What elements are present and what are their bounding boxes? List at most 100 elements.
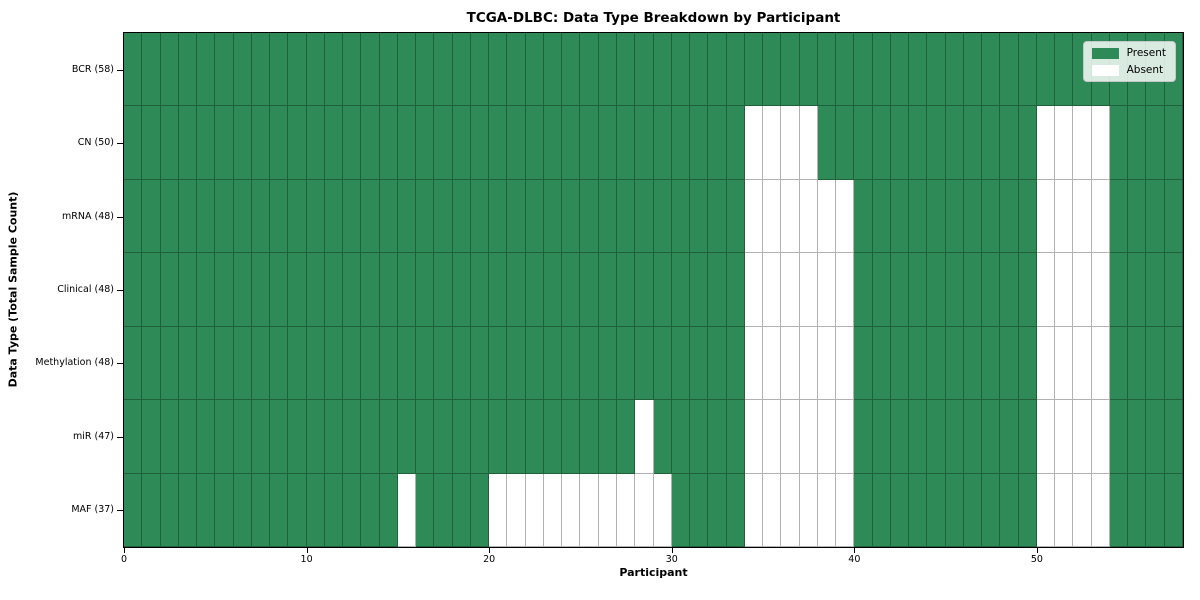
heatmap-cell <box>397 33 417 107</box>
heatmap-cell <box>1055 326 1074 401</box>
heatmap-cell <box>525 33 544 107</box>
heatmap-cell <box>124 473 143 547</box>
legend-item-present: Present <box>1091 47 1166 59</box>
heatmap-cell <box>160 400 179 474</box>
heatmap-cell <box>343 400 362 474</box>
heatmap-cell <box>708 179 727 254</box>
heatmap-cell <box>671 400 691 474</box>
heatmap-cell <box>781 106 800 180</box>
y-tick-label: miR (47) <box>72 430 114 442</box>
heatmap-cell <box>178 253 198 327</box>
heatmap-cell <box>270 400 289 474</box>
heatmap-cell <box>854 179 873 254</box>
heatmap-cell <box>763 400 782 474</box>
heatmap-cell <box>543 33 563 107</box>
heatmap-cell <box>616 106 636 180</box>
heatmap-cell <box>215 400 234 474</box>
heatmap-cell <box>854 106 873 180</box>
heatmap-cell <box>1164 179 1183 254</box>
heatmap-cell <box>525 400 544 474</box>
x-tick-mark <box>489 548 491 553</box>
heatmap-cell <box>927 179 946 254</box>
x-tick-label: 0 <box>120 554 128 565</box>
heatmap-cell <box>1000 33 1019 107</box>
heatmap-cell <box>343 33 362 107</box>
heatmap-cell <box>416 179 435 254</box>
heatmap-cell <box>726 253 745 327</box>
heatmap-cell <box>1164 473 1183 547</box>
heatmap-cell <box>927 33 946 107</box>
heatmap-cell <box>726 33 745 107</box>
heatmap-cell <box>708 326 727 401</box>
heatmap-cell <box>434 253 453 327</box>
heatmap-cell <box>909 179 928 254</box>
heatmap-cell <box>1036 106 1056 180</box>
plot-area <box>124 33 1183 547</box>
heatmap-cell <box>690 326 709 401</box>
heatmap-cell <box>635 179 654 254</box>
heatmap-cell <box>963 400 983 474</box>
plot-frame: Present Absent <box>123 32 1184 548</box>
heatmap-cell <box>690 106 709 180</box>
heatmap-cell <box>708 33 727 107</box>
heatmap-cell <box>1146 473 1165 547</box>
heatmap-cell <box>251 106 271 180</box>
heatmap-cell <box>142 33 161 107</box>
heatmap-cell <box>525 253 544 327</box>
x-tick-mark <box>671 548 673 553</box>
heatmap-cell <box>872 106 891 180</box>
heatmap-cell <box>744 400 764 474</box>
heatmap-cell <box>470 106 490 180</box>
x-tick-label: 20 <box>483 554 496 565</box>
heatmap-cell <box>635 400 654 474</box>
heatmap-cell <box>324 326 344 401</box>
heatmap-cell <box>543 253 563 327</box>
heatmap-cell <box>489 106 508 180</box>
heatmap-cell <box>525 106 544 180</box>
heatmap-cell <box>233 106 252 180</box>
heatmap-cell <box>854 253 873 327</box>
heatmap-cell <box>160 253 179 327</box>
heatmap-cell <box>452 326 471 401</box>
heatmap-cell <box>543 400 563 474</box>
heatmap-cell <box>598 400 617 474</box>
x-tick-label: 30 <box>665 554 678 565</box>
x-tick-mark <box>1036 548 1038 553</box>
heatmap-cell <box>1109 473 1129 547</box>
heatmap-cell <box>1164 326 1183 401</box>
x-tick-mark <box>854 548 856 553</box>
heatmap-cell <box>288 326 307 401</box>
heatmap-cell <box>1018 326 1037 401</box>
heatmap-cell <box>288 253 307 327</box>
heatmap-cell <box>489 253 508 327</box>
heatmap-cell <box>927 253 946 327</box>
heatmap-cell <box>982 33 1001 107</box>
heatmap-cell <box>379 326 398 401</box>
heatmap-cell <box>1018 179 1037 254</box>
heatmap-cell <box>890 473 910 547</box>
heatmap-cell <box>562 106 581 180</box>
heatmap-cell <box>434 179 453 254</box>
heatmap-cell <box>726 400 745 474</box>
heatmap-cell <box>598 326 617 401</box>
heatmap-cell <box>343 253 362 327</box>
heatmap-cell <box>1073 253 1092 327</box>
heatmap-cell <box>854 473 873 547</box>
heatmap-cell <box>215 473 234 547</box>
heatmap-cell <box>945 400 964 474</box>
heatmap-cell <box>434 106 453 180</box>
heatmap-cell <box>616 179 636 254</box>
heatmap-cell <box>160 106 179 180</box>
heatmap-cell <box>507 326 526 401</box>
heatmap-cell <box>251 33 271 107</box>
heatmap-cell <box>963 179 983 254</box>
heatmap-cell <box>197 400 216 474</box>
heatmap-cell <box>1036 326 1056 401</box>
heatmap-cell <box>653 400 672 474</box>
heatmap-cell <box>890 179 910 254</box>
heatmap-cell <box>635 253 654 327</box>
heatmap-cell <box>616 326 636 401</box>
heatmap-cell <box>507 473 526 547</box>
heatmap-cell <box>470 400 490 474</box>
heatmap-cell <box>690 33 709 107</box>
